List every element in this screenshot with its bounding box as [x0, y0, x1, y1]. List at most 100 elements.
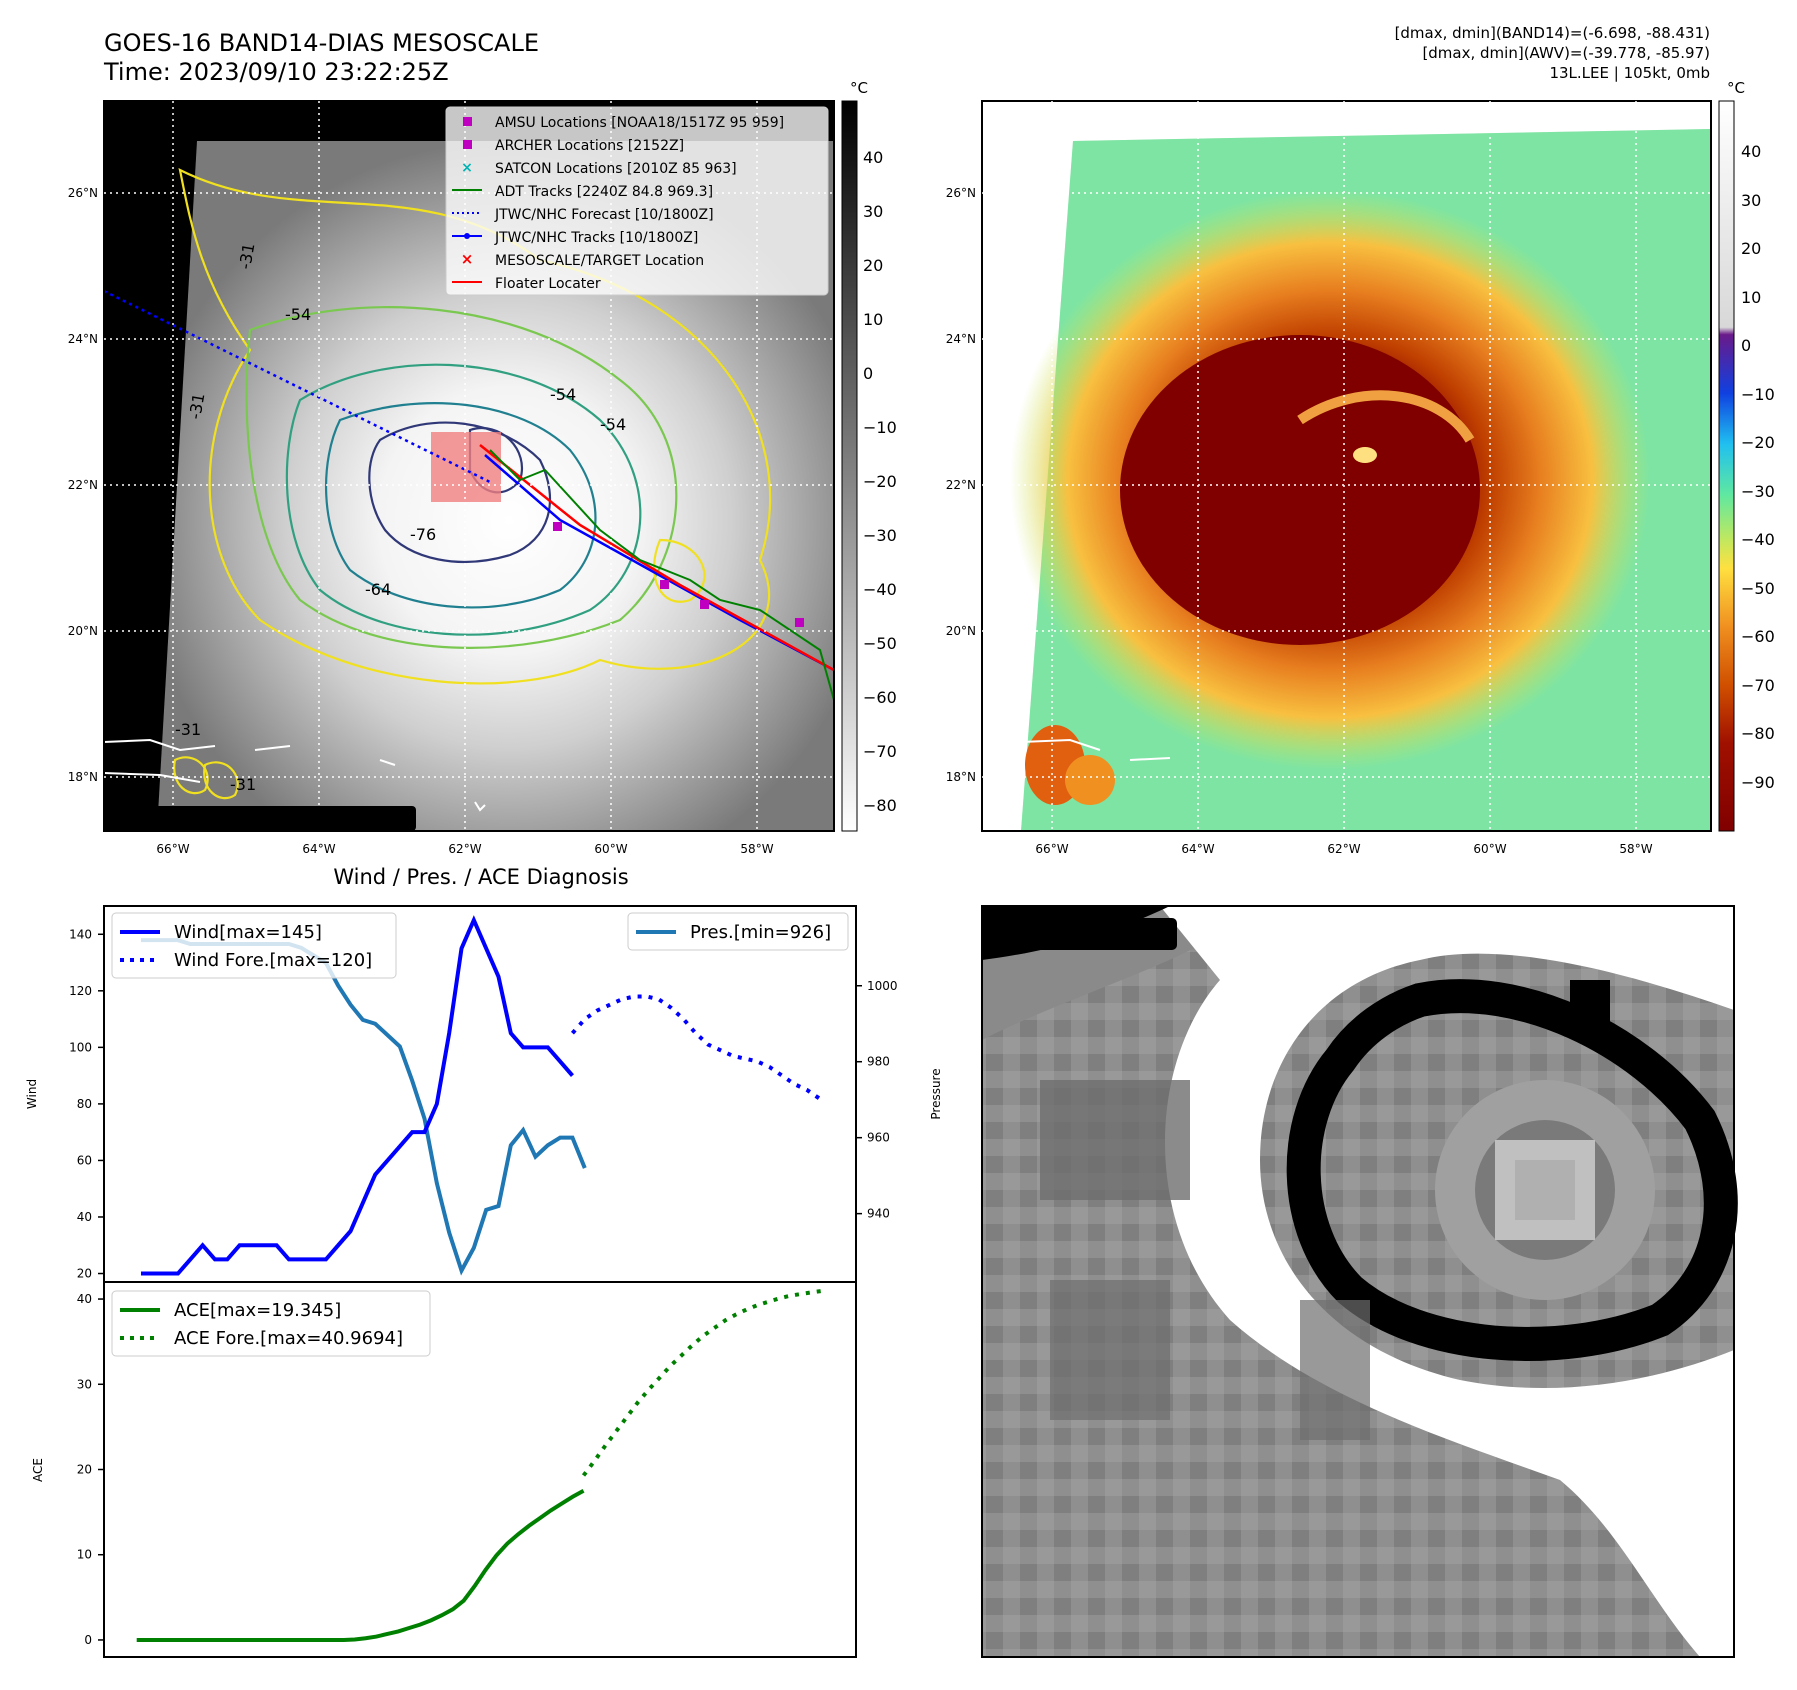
ace-tick-label: 20 [77, 1463, 92, 1477]
wind-axis-label: Wind [25, 1079, 39, 1109]
right-colorbar-tick: −20 [1741, 433, 1775, 452]
left-colorbar-tick: −30 [863, 526, 897, 545]
ace-axis-label: ACE [31, 1458, 45, 1482]
diagnosis-title: Wind / Pres. / ACE Diagnosis [333, 865, 628, 889]
legend-item-nhc: JTWC/NHC Tracks [10/1800Z] [494, 230, 698, 246]
pressure-tick-label: 940 [867, 1207, 890, 1221]
info-line-1: [dmax, dmin](BAND14)=(-6.698, -88.431) [1395, 24, 1710, 42]
right-colorbar-tick: −10 [1741, 385, 1775, 404]
contour-label: -31 [230, 775, 256, 794]
right-colorbar-tick: −40 [1741, 530, 1775, 549]
legend-item-satcon: SATCON Locations [2010Z 85 963] [495, 161, 737, 177]
left-colorbar-tick: −50 [863, 634, 897, 653]
right-colorbar-tick: 0 [1741, 336, 1751, 355]
target-x-icon: × [461, 250, 474, 268]
pressure-tick-label: 1000 [867, 979, 898, 993]
lat-label: 20°N [68, 624, 98, 638]
wmg-panel: WMG Count: 0 [981, 905, 1738, 1658]
right-colorbar-tick: −30 [1741, 482, 1775, 501]
right-colorbar-tick: 40 [1741, 142, 1761, 161]
nhc-dot-icon [464, 233, 470, 239]
ace-forecast-series [581, 1288, 824, 1477]
left-colorbar-tick: −80 [863, 796, 897, 815]
lon-label: 66°W [156, 842, 189, 856]
ace-tick-label: 0 [84, 1633, 92, 1647]
pressure-tick-label: 980 [867, 1055, 890, 1069]
wind-legend-label: Wind[max=145] [174, 922, 322, 943]
contour-label: -31 [175, 720, 201, 739]
lat-label: 22°N [946, 478, 976, 492]
time-title: Time: 2023/09/10 23:22:25Z [103, 58, 449, 86]
left-colorbar-tick: 20 [863, 256, 883, 275]
left-colorbar-tick: −40 [863, 580, 897, 599]
lat-label: 22°N [68, 478, 98, 492]
lon-label: 64°W [1181, 842, 1214, 856]
target-box [431, 432, 501, 502]
lat-label: 18°N [946, 770, 976, 784]
lat-label: 20°N [946, 624, 976, 638]
copyright: Copyright © 2020-2023 Dapiya [109, 810, 388, 829]
left-colorbar: °C 40 30 20 10 0 −10 −20 −30 −40 −50 −60… [841, 79, 897, 832]
wmg-count: WMG Count: 0 [999, 924, 1152, 946]
wind-tick-label: 80 [77, 1097, 92, 1111]
right-colorbar-tick: −70 [1741, 676, 1775, 695]
contour-label: -54 [600, 415, 626, 434]
legend-item-floater: Floater Locater [495, 276, 601, 292]
left-colorbar-tick: −60 [863, 688, 897, 707]
left-colorbar-tick: −70 [863, 742, 897, 761]
right-colorbar: °C 40 30 20 10 0 −10 −20 −30 −40 −50 −60… [1718, 79, 1775, 832]
wind-tick-label: 20 [77, 1267, 92, 1281]
right-colorbar-tick: −90 [1741, 773, 1775, 792]
left-colorbar-tick: 0 [863, 364, 873, 383]
wind-tick-label: 100 [69, 1040, 92, 1054]
right-grid [982, 101, 1711, 831]
ace-legend: ACE[max=19.345] ACE Fore.[max=40.9694] [111, 1290, 431, 1357]
lon-label: 58°W [1619, 842, 1652, 856]
left-map: -54 -54 -54 -64 -76 -31 -31 -31 -31 [68, 79, 897, 856]
left-colorbar-tick: −10 [863, 418, 897, 437]
pressure-tick-label: 960 [867, 1131, 890, 1145]
legend-item-amsu: AMSU Locations [NOAA18/1517Z 95 959] [495, 115, 784, 131]
wind-tick-label: 140 [69, 927, 92, 941]
legend-item-target: MESOSCALE/TARGET Location [495, 253, 704, 269]
contour-label: -31 [235, 242, 258, 271]
wind-tick-label: 120 [69, 984, 92, 998]
pressure-axis-label: Pressure [929, 1068, 943, 1119]
map-legend: × × AMSU Locations [NOAA18/1517Z 95 959]… [445, 106, 829, 296]
contour-label: -76 [410, 525, 436, 544]
ace-chart: 0 10 20 30 40 ACE ACE[max=19.345] ACE Fore.[… [31, 1281, 857, 1658]
lon-label: 62°W [448, 842, 481, 856]
ace-fore-legend-label: ACE Fore.[max=40.9694] [174, 1328, 403, 1349]
legend-item-archer: ARCHER Locations [2152Z] [495, 138, 684, 154]
right-colorbar-tick: 20 [1741, 239, 1761, 258]
main-title: GOES-16 BAND14-DIAS MESOSCALE [104, 29, 539, 57]
right-colorbar-unit: °C [1727, 79, 1745, 97]
ace-tick-label: 30 [77, 1377, 92, 1391]
right-colorbar-tick: 10 [1741, 288, 1761, 307]
ace-tick-label: 10 [77, 1548, 92, 1562]
left-colorbar-unit: °C [850, 79, 868, 97]
right-map: 26°N 24°N 22°N 20°N 18°N 66°W 64°W 62°W … [946, 79, 1775, 856]
right-colorbar-tick: 30 [1741, 191, 1761, 210]
info-line-3: 13L.LEE | 105kt, 0mb [1549, 64, 1710, 82]
amsu-markers [553, 522, 804, 627]
lat-label: 24°N [68, 332, 98, 346]
lat-label: 26°N [946, 186, 976, 200]
wind-series [140, 915, 574, 1276]
left-colorbar-tick: 10 [863, 310, 883, 329]
lon-label: 62°W [1327, 842, 1360, 856]
archer-marker-icon [463, 140, 472, 149]
forecast-track [104, 289, 491, 484]
lat-label: 18°N [68, 770, 98, 784]
wind-tick-label: 40 [77, 1210, 92, 1224]
satcon-x-icon: × [461, 160, 473, 176]
right-colorbar-tick: −60 [1741, 627, 1775, 646]
ace-legend-label: ACE[max=19.345] [174, 1300, 341, 1321]
legend-item-forecast: JTWC/NHC Forecast [10/1800Z] [494, 207, 714, 223]
pressure-legend-label: Pres.[min=926] [690, 922, 831, 943]
ace-tick-label: 40 [77, 1292, 92, 1306]
contour-label: -54 [550, 385, 576, 404]
legend-item-adt: ADT Tracks [2240Z 84.8 969.3] [495, 184, 713, 200]
wind-legend: Wind[max=145] Wind Fore.[max=120] [111, 912, 397, 979]
